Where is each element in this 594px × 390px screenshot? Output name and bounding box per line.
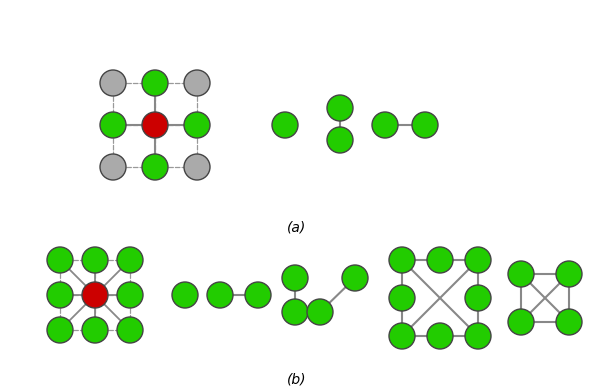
Circle shape bbox=[556, 309, 582, 335]
Circle shape bbox=[207, 282, 233, 308]
Circle shape bbox=[142, 154, 168, 180]
Circle shape bbox=[427, 247, 453, 273]
Circle shape bbox=[82, 317, 108, 343]
Circle shape bbox=[427, 323, 453, 349]
Circle shape bbox=[342, 265, 368, 291]
Circle shape bbox=[82, 247, 108, 273]
Circle shape bbox=[117, 317, 143, 343]
Circle shape bbox=[327, 127, 353, 153]
Circle shape bbox=[389, 323, 415, 349]
Circle shape bbox=[142, 70, 168, 96]
Circle shape bbox=[100, 112, 126, 138]
Circle shape bbox=[100, 70, 126, 96]
Circle shape bbox=[272, 112, 298, 138]
Circle shape bbox=[282, 265, 308, 291]
Circle shape bbox=[117, 247, 143, 273]
Circle shape bbox=[465, 285, 491, 311]
Circle shape bbox=[184, 112, 210, 138]
Circle shape bbox=[82, 282, 108, 308]
Circle shape bbox=[389, 285, 415, 311]
Circle shape bbox=[372, 112, 398, 138]
Circle shape bbox=[47, 247, 73, 273]
Circle shape bbox=[184, 70, 210, 96]
Circle shape bbox=[172, 282, 198, 308]
Circle shape bbox=[100, 154, 126, 180]
Circle shape bbox=[327, 95, 353, 121]
Text: (a): (a) bbox=[287, 221, 307, 235]
Circle shape bbox=[465, 323, 491, 349]
Circle shape bbox=[184, 154, 210, 180]
Text: (b): (b) bbox=[287, 373, 307, 387]
Circle shape bbox=[307, 299, 333, 325]
Circle shape bbox=[142, 112, 168, 138]
Circle shape bbox=[508, 261, 534, 287]
Circle shape bbox=[47, 317, 73, 343]
Circle shape bbox=[508, 309, 534, 335]
Circle shape bbox=[465, 247, 491, 273]
Circle shape bbox=[282, 299, 308, 325]
Circle shape bbox=[556, 261, 582, 287]
Circle shape bbox=[245, 282, 271, 308]
Circle shape bbox=[412, 112, 438, 138]
Circle shape bbox=[389, 247, 415, 273]
Circle shape bbox=[47, 282, 73, 308]
Circle shape bbox=[117, 282, 143, 308]
